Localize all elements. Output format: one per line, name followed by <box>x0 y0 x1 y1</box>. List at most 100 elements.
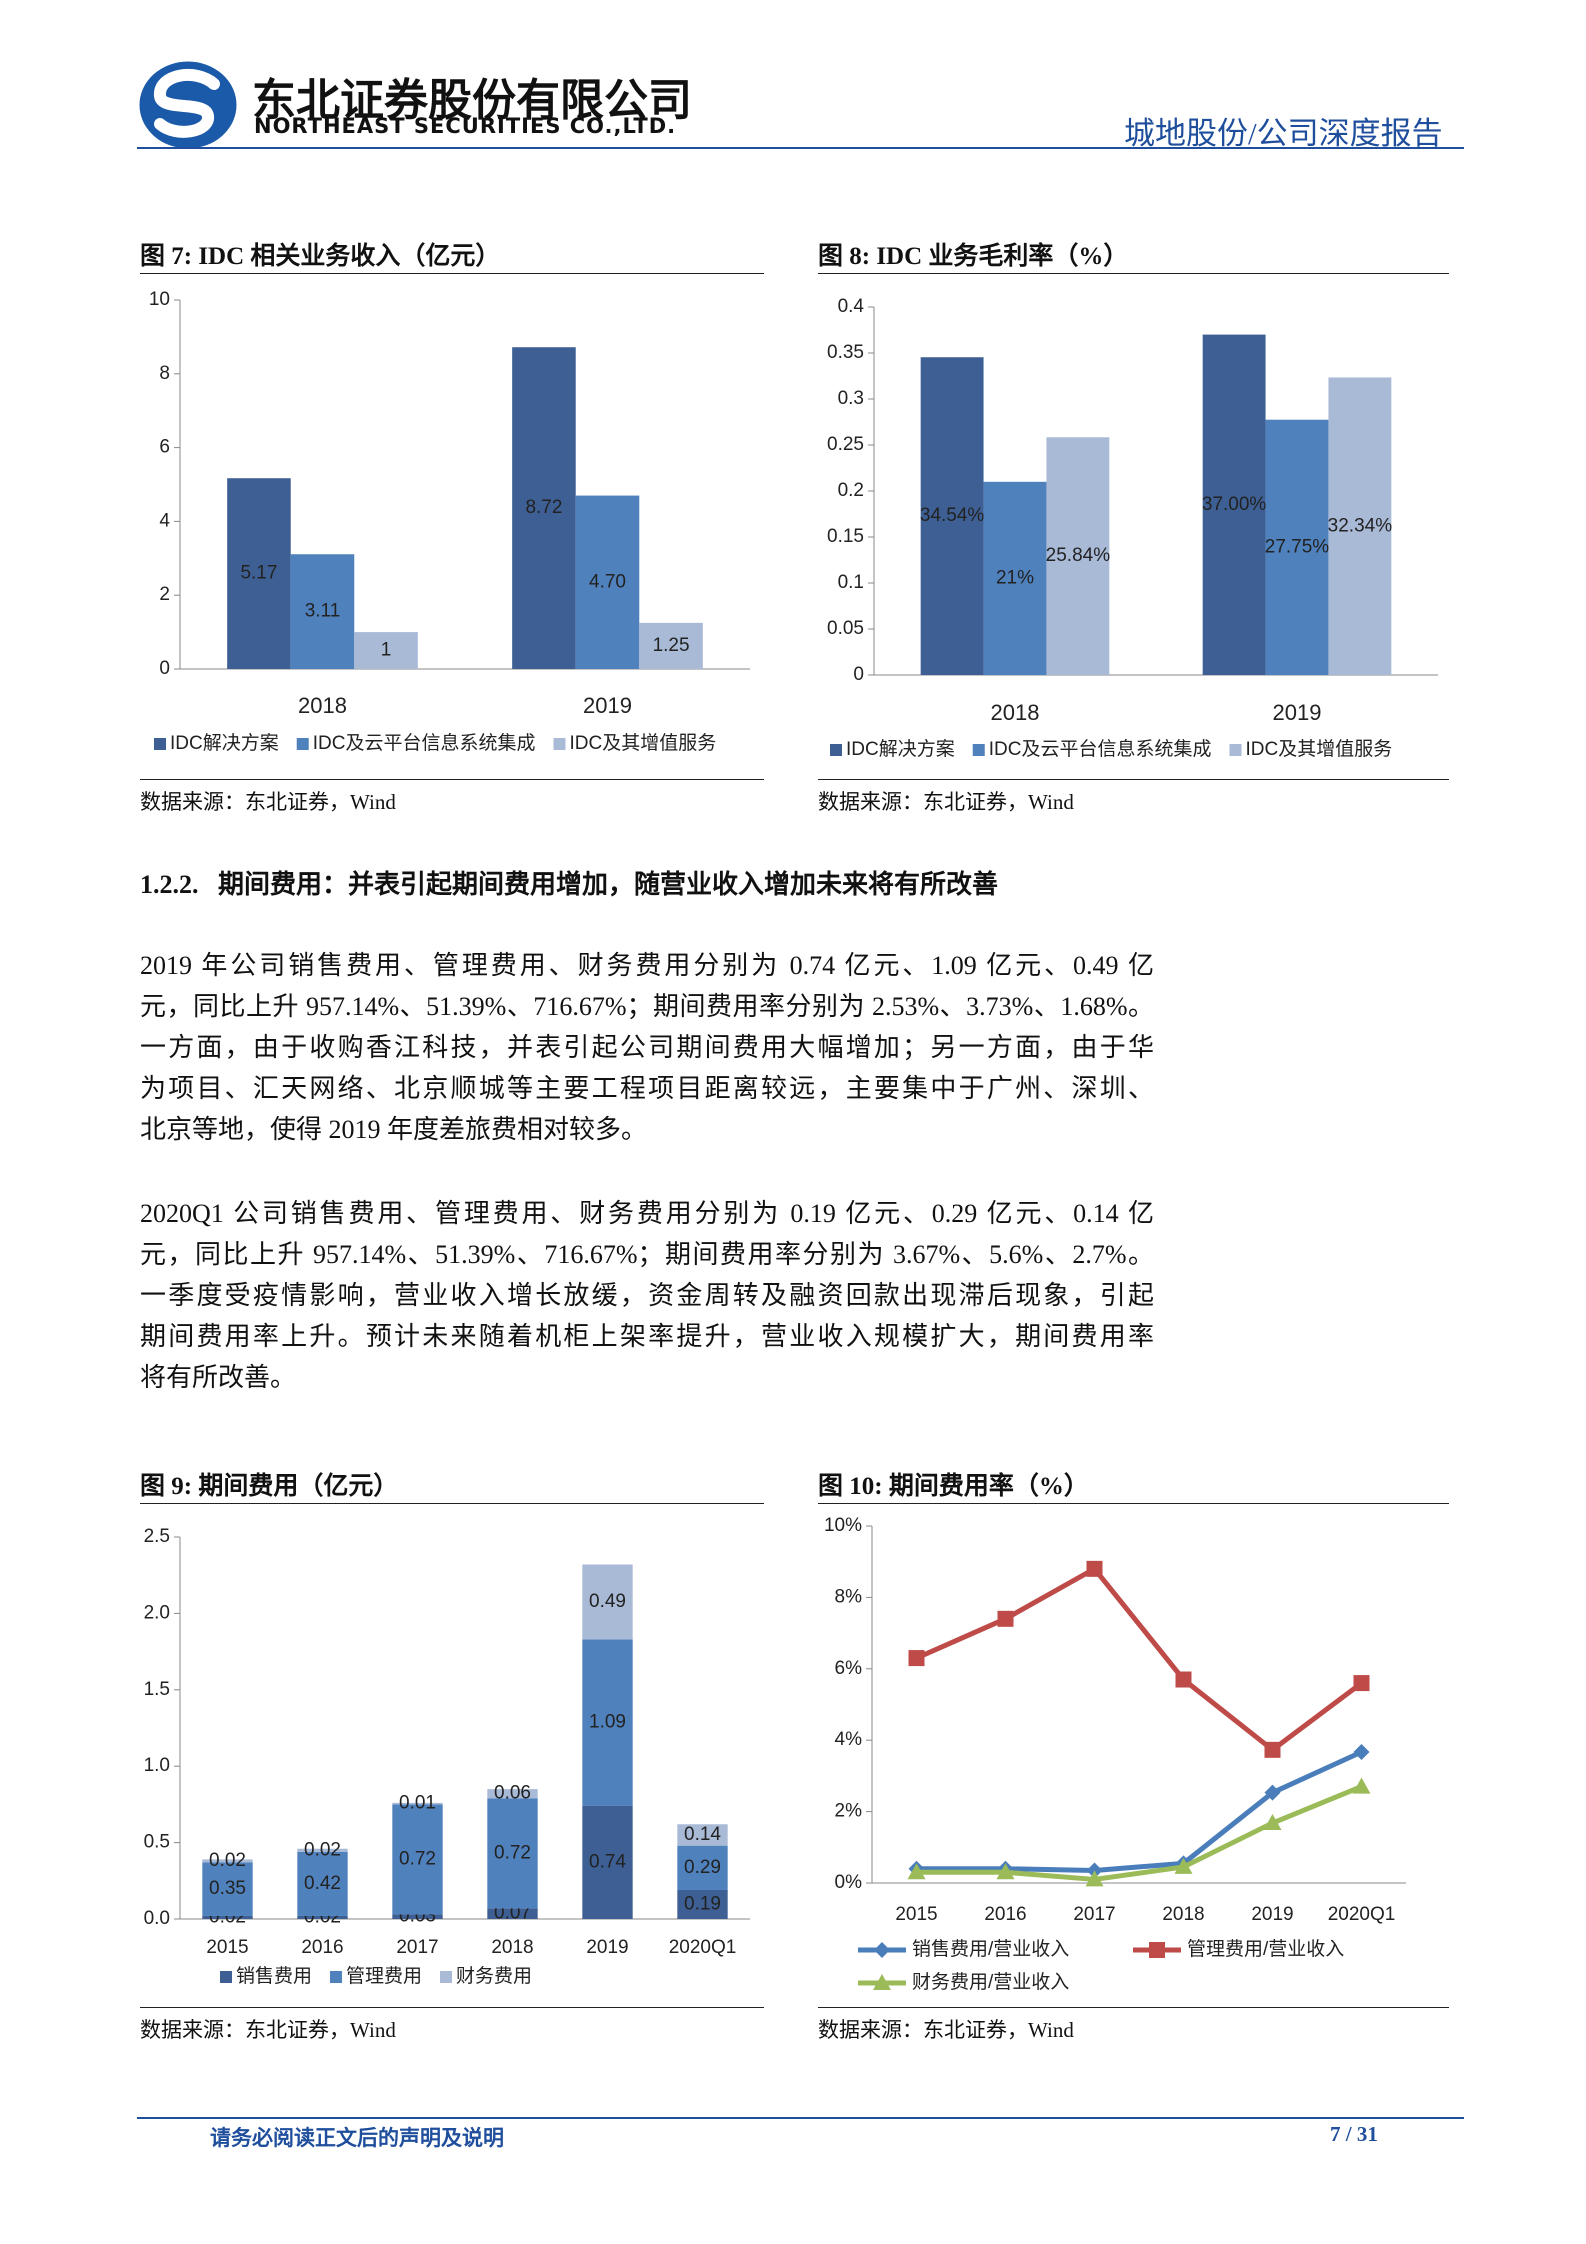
bar-segment <box>202 1915 253 1919</box>
data-label: 0.72 <box>494 1842 531 1863</box>
legend-swatch <box>220 1971 232 1983</box>
data-label: 0.49 <box>589 1591 626 1612</box>
legend-swatch <box>154 738 166 750</box>
bar-segment <box>392 1914 443 1919</box>
x-tick-label: 2019 <box>586 1937 628 1958</box>
data-label: 0.06 <box>494 1783 531 1804</box>
data-label: 0.35 <box>209 1878 246 1899</box>
marker <box>907 1863 926 1880</box>
y-tick-label: 0.15 <box>827 526 864 547</box>
chart: 0% 2% 4% 6% 8% 10% 2015 2016 2017 2018 2019 2020Q1 销… <box>824 1515 1406 1993</box>
bar <box>920 357 984 675</box>
y-tick-label: 8 <box>159 363 170 384</box>
bar-segment <box>392 1804 443 1915</box>
line <box>916 1784 1363 1882</box>
marker <box>1353 1675 1370 1692</box>
caption-rule <box>818 273 1449 274</box>
data-label: 1 <box>381 640 392 661</box>
bar <box>575 495 640 669</box>
y-tick-label: 8% <box>835 1586 863 1607</box>
y-tick-label: 2% <box>835 1801 863 1822</box>
y-tick-label: 0.05 <box>827 618 864 639</box>
text-line: 一方面，由于收购香江科技，并表引起公司期间费用大幅增加；另一方面，由于华 <box>140 1033 1154 1062</box>
legend-label: 管理费用/营业收入 <box>1187 1938 1344 1960</box>
data-label: 37.00% <box>1202 494 1267 515</box>
legend-swatch <box>440 1971 453 1983</box>
data-label: 1.25 <box>653 635 690 656</box>
bar-segment <box>677 1824 728 1846</box>
bar <box>983 481 1047 675</box>
bar <box>1328 377 1392 675</box>
legend-label: IDC解决方案 <box>170 732 279 754</box>
x-tick-label: 2016 <box>301 1937 343 1958</box>
source-rule <box>140 779 764 780</box>
y-tick-label: 1.0 <box>144 1755 170 1776</box>
marker <box>1174 1857 1193 1874</box>
y-tick-label: 10 <box>149 289 170 310</box>
data-label: 3.11 <box>305 601 341 622</box>
paragraph: 2019 年公司销售费用、管理费用、财务费用分别为 0.74 亿元、1.09 亿… <box>140 945 1154 1150</box>
caption-rule <box>140 273 764 274</box>
data-label: 34.54% <box>920 505 985 526</box>
report-type: 城地股份/公司深度报告 <box>1124 116 1443 151</box>
source: 数据来源：东北证券，Wind <box>140 2018 396 2042</box>
legend-swatch <box>830 744 842 756</box>
marker <box>1353 1743 1370 1760</box>
y-tick-label: 4% <box>835 1729 863 1750</box>
x-tick-label: 2018 <box>1162 1904 1204 1925</box>
section-heading: 1.2.2. 期间费用：并表引起期间费用增加，随营业收入增加未来将有所改善 <box>140 864 998 901</box>
data-label: 8.72 <box>525 497 562 518</box>
y-tick-label: 0.0 <box>144 1908 170 1929</box>
legend-swatch <box>296 738 309 750</box>
bar-segment <box>582 1639 633 1806</box>
marker <box>1263 1814 1282 1831</box>
marker <box>1352 1777 1371 1794</box>
bar-segment <box>297 1848 348 1852</box>
bar <box>639 622 703 669</box>
company-name: 东北证券股份有限公司 <box>252 75 692 126</box>
footer-rule <box>137 2117 1464 2119</box>
legend-label: 管理费用 <box>346 1965 422 1987</box>
legend-swatch <box>553 738 566 750</box>
logo <box>136 58 240 152</box>
data-label: 0.02 <box>209 1850 246 1871</box>
marker <box>908 1650 925 1667</box>
text-line: 北京等地，使得 2019 年度差旅费相对较多。 <box>140 1115 648 1144</box>
figure-caption: 图 7: IDC 相关业务收入（亿元） <box>140 243 501 270</box>
bar-segment <box>202 1862 253 1916</box>
marker <box>874 1942 890 1958</box>
marker <box>1086 1560 1103 1577</box>
bar <box>1046 437 1110 675</box>
bar <box>290 554 355 669</box>
legend-label: 销售费用 <box>236 1965 312 1987</box>
marker <box>1264 1741 1281 1758</box>
source-rule <box>818 779 1449 780</box>
marker <box>997 1610 1014 1627</box>
text-line: 一季度受疫情影响，营业收入增长放缓，资金周转及融资回款出现滞后现象，引起 <box>140 1281 1154 1310</box>
data-label: 21% <box>996 567 1034 588</box>
x-tick-label: 2017 <box>1073 1904 1115 1925</box>
bar-segment <box>487 1908 538 1919</box>
bar <box>1265 419 1329 675</box>
x-tick-label: 2018 <box>491 1937 533 1958</box>
text-line: 为项目、汇天网络、北京顺城等主要工程项目距离较远，主要集中于广州、深圳、 <box>140 1074 1154 1103</box>
company-name-en: NORTHEAST SECURITIES CO.,LTD. <box>254 114 677 138</box>
data-label: 1.09 <box>589 1712 626 1733</box>
x-tick-label: 2018 <box>991 700 1040 725</box>
bar-segment <box>582 1805 633 1919</box>
x-tick-label: 2018 <box>298 693 347 718</box>
bar <box>512 347 576 669</box>
chart: 0 0.05 0.1 0.15 0.2 0.25 0.3 0.35 0.4 2018 2019 34.… <box>827 296 1438 760</box>
data-label: 0.29 <box>684 1857 721 1878</box>
section-title: 期间费用：并表引起期间费用增加，随营业收入增加未来将有所改善 <box>218 870 999 899</box>
bar-segment <box>202 1859 253 1863</box>
x-tick-label: 2020Q1 <box>669 1937 737 1958</box>
text-line: 元，同比上升 957.14%、51.39%、716.67%；期间费用率分别为 2… <box>140 992 1154 1021</box>
source-rule <box>140 2007 764 2008</box>
bar-segment <box>582 1564 633 1640</box>
legend-label: IDC及其增值服务 <box>569 732 716 754</box>
y-tick-label: 0.25 <box>827 434 864 455</box>
marker <box>996 1863 1015 1880</box>
bar-segment <box>392 1802 443 1805</box>
